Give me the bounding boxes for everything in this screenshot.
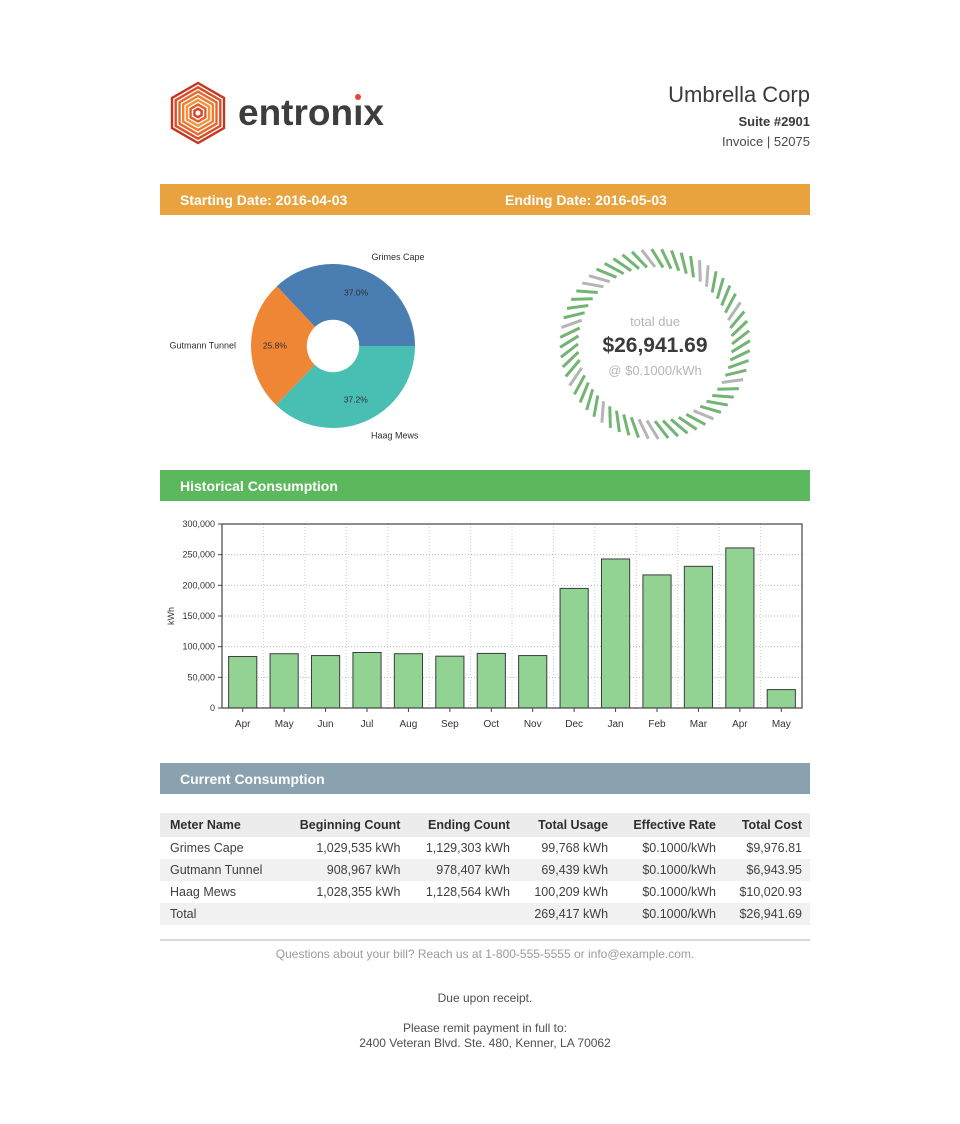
column-header: Total Cost <box>724 813 810 837</box>
current-consumption-banner: Current Consumption <box>160 763 810 794</box>
column-header: Total Usage <box>517 813 617 837</box>
meter-split-donut-chart: 37.0% Grimes Cape 25.8% Gutmann Tunnel 37.2%… <box>168 242 470 450</box>
svg-text:Jun: Jun <box>318 719 334 730</box>
svg-text:Gutmann Tunnel: Gutmann Tunnel <box>169 340 236 350</box>
svg-text:100,000: 100,000 <box>182 642 215 652</box>
table-cell: Total <box>170 907 197 921</box>
table-cell: 1,129,303 kWh <box>425 841 510 855</box>
table-cell: $10,020.93 <box>739 885 802 899</box>
brand: entronı x <box>168 80 384 146</box>
footer-due: Due upon receipt. <box>437 991 533 1005</box>
table-cell <box>281 903 409 925</box>
customer-info: Umbrella Corp Suite #2901 Invoice | 5207… <box>668 82 810 149</box>
table-cell: 1,128,564 kWh <box>425 885 510 899</box>
svg-text:37.0%: 37.0% <box>344 288 369 298</box>
svg-text:Dec: Dec <box>565 719 583 730</box>
table-cell: 1,029,535 kWh <box>316 841 401 855</box>
table-header-row: Meter Name Beginning Count Ending Count Tot… <box>160 813 810 837</box>
table-cell: 99,768 kWh <box>541 841 609 855</box>
entronix-logo-icon <box>168 80 228 146</box>
svg-text:Jul: Jul <box>361 719 374 730</box>
svg-text:37.2%: 37.2% <box>344 394 369 404</box>
table-cell: $0.1000/kWh <box>642 841 716 855</box>
table-cell: $9,976.81 <box>746 841 802 855</box>
svg-text:Feb: Feb <box>648 719 666 730</box>
svg-text:Apr: Apr <box>235 719 251 730</box>
meter-table: Meter Name Beginning Count Ending Count Tot… <box>160 813 810 925</box>
charts-row: 37.0% Grimes Cape 25.8% Gutmann Tunnel 37.2%… <box>160 240 810 452</box>
table-row: Grimes Cape 1,029,535 kWh 1,129,303 kWh 99,… <box>160 837 810 859</box>
total-due-amount: $26,941.69 <box>602 334 708 357</box>
footer-address: 2400 Veteran Blvd. Ste. 480, Kenner, LA … <box>359 1036 611 1050</box>
date-banner: Starting Date: 2016-04-03 Ending Date: 2… <box>160 184 810 215</box>
svg-text:50,000: 50,000 <box>187 672 215 682</box>
svg-text:0: 0 <box>210 703 215 713</box>
company-name: Umbrella Corp <box>668 82 810 107</box>
column-header: Meter Name <box>160 813 281 837</box>
svg-text:Apr: Apr <box>732 719 748 730</box>
svg-text:Sep: Sep <box>441 719 459 730</box>
historical-consumption-banner: Historical Consumption <box>160 470 810 501</box>
gauge-rate: @ $0.1000/kWh <box>608 363 702 378</box>
svg-text:200,000: 200,000 <box>182 580 215 590</box>
svg-text:Grimes Cape: Grimes Cape <box>372 252 425 262</box>
table-cell: 908,967 kWh <box>326 863 401 877</box>
svg-text:250,000: 250,000 <box>182 550 215 560</box>
table-cell: Haag Mews <box>170 885 236 899</box>
company-suite: Suite #2901 <box>738 114 810 129</box>
gauge-center-text: total due $26,941.69 @ $0.1000/kWh <box>544 240 766 452</box>
table-row: Gutmann Tunnel 908,967 kWh 978,407 kWh 69,4… <box>160 859 810 881</box>
starting-date: Starting Date: 2016-04-03 <box>180 191 348 208</box>
table-cell: $0.1000/kWh <box>642 863 716 877</box>
svg-text:Nov: Nov <box>524 719 542 730</box>
footer-questions: Questions about your bill? Reach us at 1… <box>275 947 695 961</box>
table-cell <box>408 903 518 925</box>
total-due-gauge: total due $26,941.69 @ $0.1000/kWh <box>544 240 766 452</box>
table-cell: $0.1000/kWh <box>642 885 716 899</box>
svg-text:Haag Mews: Haag Mews <box>371 430 419 440</box>
column-header: Ending Count <box>408 813 518 837</box>
svg-text:300,000: 300,000 <box>182 519 215 529</box>
svg-text:150,000: 150,000 <box>182 611 215 621</box>
table-row: Total 269,417 kWh $0.1000/kWh $26,941.69 <box>160 903 810 925</box>
svg-text:25.8%: 25.8% <box>263 341 288 351</box>
ending-date: Ending Date: 2016-05-03 <box>505 191 667 208</box>
column-header: Beginning Count <box>280 813 409 837</box>
svg-text:Aug: Aug <box>400 719 418 730</box>
svg-text:Jan: Jan <box>608 719 624 730</box>
table-cell: 69,439 kWh <box>541 863 609 877</box>
svg-text:kWh: kWh <box>166 607 176 625</box>
historical-consumption-bar-chart: 0 50,000 100,000 150,000 200,000 250,000 300,0… <box>160 514 810 736</box>
svg-text:May: May <box>772 719 791 730</box>
gauge-label: total due <box>630 314 680 329</box>
table-cell: $6,943.95 <box>746 863 802 877</box>
brand-text: entronı x <box>238 92 384 133</box>
brand-i-dot: ı <box>353 92 364 133</box>
table-cell: $0.1000/kWh <box>642 907 716 921</box>
table-cell: 1,028,355 kWh <box>316 885 401 899</box>
svg-text:Oct: Oct <box>484 719 500 730</box>
table-cell: $26,941.69 <box>739 907 802 921</box>
table-cell: 269,417 kWh <box>534 907 609 921</box>
svg-text:Mar: Mar <box>690 719 708 730</box>
table-cell: Grimes Cape <box>170 841 244 855</box>
footer-remit: Please remit payment in full to: <box>402 1021 568 1035</box>
invoice-number: Invoice | 52075 <box>722 134 810 149</box>
column-header: Effective Rate <box>616 813 724 837</box>
table-row: Haag Mews 1,028,355 kWh 1,128,564 kWh 100,2… <box>160 881 810 903</box>
svg-text:May: May <box>275 719 294 730</box>
table-cell: 100,209 kWh <box>534 885 609 899</box>
table-cell: 978,407 kWh <box>436 863 510 877</box>
footer-divider <box>160 939 810 941</box>
table-cell: Gutmann Tunnel <box>170 863 263 877</box>
